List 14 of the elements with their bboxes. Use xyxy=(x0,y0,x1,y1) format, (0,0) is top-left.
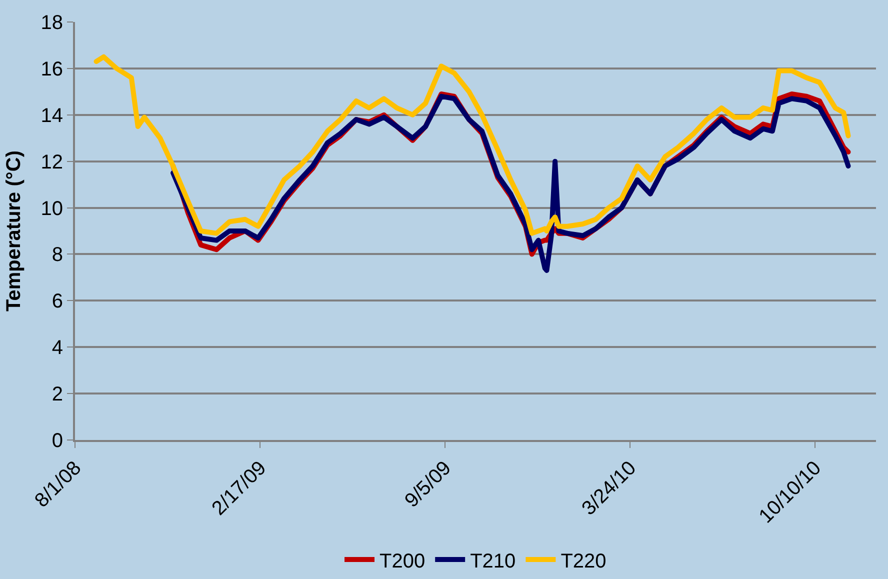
y-tick-label: 4 xyxy=(52,337,63,360)
y-tick-label: 0 xyxy=(52,430,63,452)
legend-label: T210 xyxy=(470,550,516,572)
legend-label: T220 xyxy=(560,550,606,572)
y-tick-label: 10 xyxy=(40,198,63,220)
y-tick-label: 2 xyxy=(52,384,63,406)
y-tick-label: 14 xyxy=(40,104,63,127)
y-tick-label: 18 xyxy=(40,12,63,34)
y-axis-title: Temperature (°C) xyxy=(2,150,25,312)
y-tick-label: 12 xyxy=(40,151,63,174)
y-tick-label: 6 xyxy=(52,290,63,313)
y-tick-label: 8 xyxy=(52,244,63,266)
y-tick-label: 16 xyxy=(40,58,63,80)
legend-label: T200 xyxy=(380,550,426,572)
